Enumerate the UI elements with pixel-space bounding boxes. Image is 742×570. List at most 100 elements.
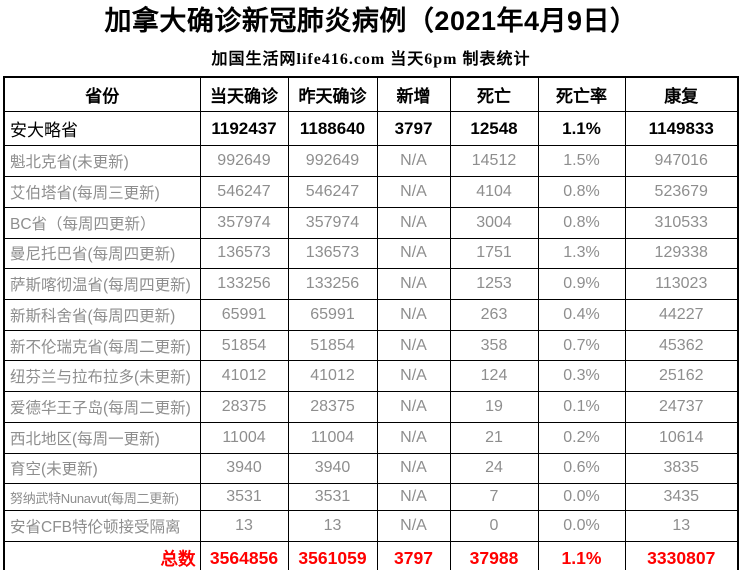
value-cell: 41012 <box>287 360 378 393</box>
value-cell: 358 <box>449 329 539 362</box>
value-cell: 992649 <box>199 145 289 178</box>
province-cell: 魁北克省(未更新) <box>3 145 201 178</box>
column-header: 死亡率 <box>537 76 626 112</box>
value-cell: N/A <box>376 176 451 208</box>
value-cell: 0 <box>449 510 539 542</box>
value-cell: 0.8% <box>537 206 626 239</box>
table-row: 西北地区(每周一更新) 11004 11004 N/A 21 0.2% 10614 <box>3 421 739 454</box>
table-row: 纽芬兰与拉布拉多(未更新) 41012 41012 N/A 124 0.3% 25162 <box>3 360 739 393</box>
value-cell: 0.7% <box>537 329 626 362</box>
value-cell: 1192437 <box>199 110 289 147</box>
value-cell: 0.0% <box>537 510 626 542</box>
table-row: 安省CFB特伦顿接受隔离 13 13 N/A 0 0.0% 13 <box>3 510 739 542</box>
value-cell: 523679 <box>624 176 739 208</box>
value-cell: 14512 <box>449 145 539 178</box>
province-cell: 新斯科舍省(每周四更新) <box>3 299 201 331</box>
column-header: 当天确诊 <box>199 76 289 112</box>
table-row: 魁北克省(未更新) 992649 992649 N/A 14512 1.5% 947016 <box>3 145 739 178</box>
value-cell: 3564856 <box>199 540 289 570</box>
value-cell: 3835 <box>624 452 739 485</box>
province-cell: 曼尼托巴省(每周四更新) <box>3 237 201 270</box>
value-cell: 133256 <box>199 268 289 300</box>
total-row: 总数 3564856 3561059 3797 37988 1.1% 3330807 <box>3 540 739 570</box>
value-cell: 136573 <box>199 237 289 270</box>
value-cell: 1.1% <box>537 110 626 147</box>
value-cell: 357974 <box>199 206 289 239</box>
value-cell: 133256 <box>287 268 378 300</box>
value-cell: 3004 <box>449 206 539 239</box>
value-cell: 0.8% <box>537 176 626 208</box>
value-cell: 24737 <box>624 391 739 423</box>
value-cell: 3940 <box>287 452 378 485</box>
value-cell: 3435 <box>624 483 739 512</box>
value-cell: N/A <box>376 237 451 270</box>
value-cell: 65991 <box>287 299 378 331</box>
table-row: 安大略省 1192437 1188640 3797 12548 1.1% 1149833 <box>3 110 739 147</box>
value-cell: 0.2% <box>537 421 626 454</box>
value-cell: 10614 <box>624 421 739 454</box>
value-cell: 65991 <box>199 299 289 331</box>
value-cell: N/A <box>376 145 451 178</box>
column-header: 昨天确诊 <box>287 76 378 112</box>
value-cell: 124 <box>449 360 539 393</box>
value-cell: N/A <box>376 206 451 239</box>
table-row: 爱德华王子岛(每周二更新) 28375 28375 N/A 19 0.1% 24737 <box>3 391 739 423</box>
value-cell: 1751 <box>449 237 539 270</box>
province-cell: 纽芬兰与拉布拉多(未更新) <box>3 360 201 393</box>
value-cell: 11004 <box>287 421 378 454</box>
value-cell: 1253 <box>449 268 539 300</box>
table-row: 努纳武特Nunavut(每周二更新) 3531 3531 N/A 7 0.0% 3435 <box>3 483 739 512</box>
value-cell: N/A <box>376 483 451 512</box>
province-cell: 西北地区(每周一更新) <box>3 421 201 454</box>
table-row: 新斯科舍省(每周四更新) 65991 65991 N/A 263 0.4% 44227 <box>3 299 739 331</box>
province-cell: 育空(未更新) <box>3 452 201 485</box>
value-cell: 3561059 <box>287 540 378 570</box>
table-row: 艾伯塔省(每周三更新) 546247 546247 N/A 4104 0.8% 523679 <box>3 176 739 208</box>
value-cell: 1.3% <box>537 237 626 270</box>
table-row: 萨斯喀彻温省(每周四更新) 133256 133256 N/A 1253 0.9% 1130… <box>3 268 739 300</box>
value-cell: 1.1% <box>537 540 626 570</box>
province-cell: 萨斯喀彻温省(每周四更新) <box>3 268 201 300</box>
province-cell: 安大略省 <box>3 110 201 147</box>
value-cell: N/A <box>376 452 451 485</box>
province-cell: BC省（每周四更新） <box>3 206 201 239</box>
value-cell: 28375 <box>287 391 378 423</box>
table-row: 育空(未更新) 3940 3940 N/A 24 0.6% 3835 <box>3 452 739 485</box>
value-cell: 0.6% <box>537 452 626 485</box>
value-cell: 3531 <box>199 483 289 512</box>
value-cell: 310533 <box>624 206 739 239</box>
value-cell: 51854 <box>287 329 378 362</box>
value-cell: N/A <box>376 391 451 423</box>
value-cell: 37988 <box>449 540 539 570</box>
province-cell: 新不伦瑞克省(每周二更新) <box>3 329 201 362</box>
value-cell: 19 <box>449 391 539 423</box>
value-cell: 357974 <box>287 206 378 239</box>
value-cell: 4104 <box>449 176 539 208</box>
value-cell: 947016 <box>624 145 739 178</box>
value-cell: 992649 <box>287 145 378 178</box>
value-cell: N/A <box>376 421 451 454</box>
cases-table: 省份 当天确诊 昨天确诊 新增 死亡 死亡率 康复 安大略省 1192437 1188640 37… <box>3 75 739 570</box>
value-cell: 45362 <box>624 329 739 362</box>
value-cell: 263 <box>449 299 539 331</box>
table-row: BC省（每周四更新） 357974 357974 N/A 3004 0.8% 310533 <box>3 206 739 239</box>
value-cell: 7 <box>449 483 539 512</box>
value-cell: N/A <box>376 268 451 300</box>
value-cell: 113023 <box>624 268 739 300</box>
value-cell: 44227 <box>624 299 739 331</box>
column-header: 新增 <box>376 76 451 112</box>
value-cell: 3330807 <box>624 540 739 570</box>
value-cell: 12548 <box>449 110 539 147</box>
value-cell: N/A <box>376 510 451 542</box>
value-cell: 13 <box>199 510 289 542</box>
value-cell: 3940 <box>199 452 289 485</box>
value-cell: 11004 <box>199 421 289 454</box>
table-body: 安大略省 1192437 1188640 3797 12548 1.1% 1149833 魁北… <box>3 110 739 570</box>
column-header: 省份 <box>3 76 201 112</box>
value-cell: 3797 <box>376 110 451 147</box>
value-cell: 1149833 <box>624 110 739 147</box>
table-row: 新不伦瑞克省(每周二更新) 51854 51854 N/A 358 0.7% 45362 <box>3 329 739 362</box>
value-cell: 28375 <box>199 391 289 423</box>
column-header: 死亡 <box>449 76 539 112</box>
value-cell: 24 <box>449 452 539 485</box>
